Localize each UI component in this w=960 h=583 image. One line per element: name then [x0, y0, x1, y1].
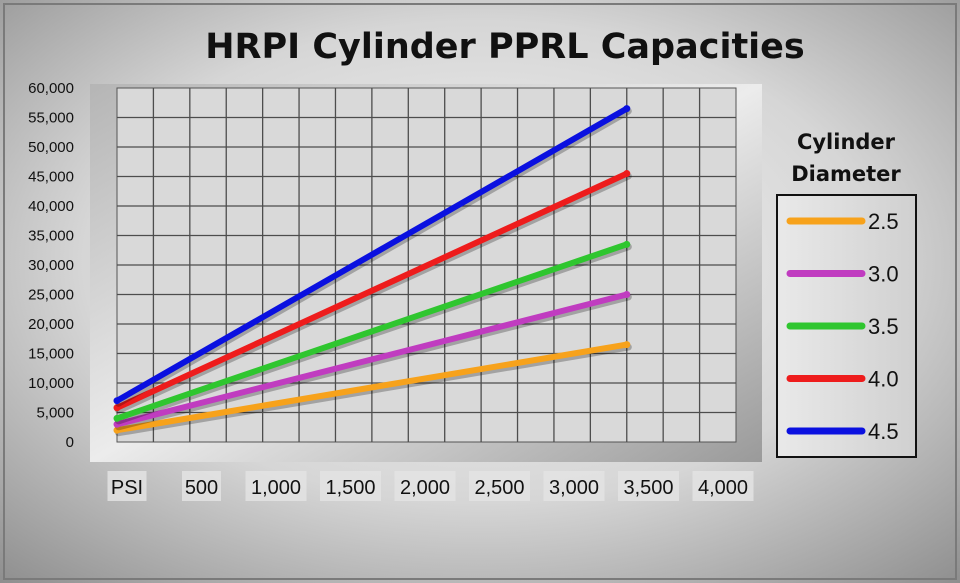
- chart-title: HRPI Cylinder PPRL Capacities: [205, 27, 805, 67]
- legend-label-4.0: 4.0: [868, 367, 899, 392]
- series-point-4.5: [623, 105, 631, 113]
- y-axis-ticks: 0 5,000 10,000 15,000 20,000 25,000 30,000 35,0…: [28, 80, 74, 451]
- x-tick-label: 3,500: [623, 477, 673, 499]
- y-tick-label: 55,000: [28, 110, 74, 127]
- series-line-4.0: [114, 170, 630, 411]
- series-point-2.5: [623, 341, 631, 349]
- y-tick-label: 5,000: [36, 405, 74, 422]
- x-tick-box: [618, 471, 679, 501]
- x-tick-box: [245, 471, 307, 501]
- y-tick-label: 60,000: [28, 80, 74, 97]
- legend-label-4.5: 4.5: [868, 419, 899, 444]
- legend-label-3.0: 3.0: [868, 262, 899, 287]
- x-tick-box: [320, 471, 381, 501]
- legend-label-2.5: 2.5: [868, 209, 899, 234]
- x-tick-box: [692, 471, 754, 501]
- x-tick-box: [107, 471, 147, 501]
- x-tick-box: [469, 471, 530, 501]
- x-tick-box: [543, 471, 605, 501]
- chart-border: [3, 3, 957, 580]
- y-tick-label: 45,000: [28, 169, 74, 186]
- y-tick-label: 40,000: [28, 198, 74, 215]
- series-point-4.0: [623, 170, 631, 178]
- y-tick-label: 20,000: [28, 316, 74, 333]
- y-tick-label: 25,000: [28, 287, 74, 304]
- series-point-3.5: [623, 240, 631, 248]
- series-point-4.0: [113, 404, 121, 412]
- series-point-4.5: [113, 397, 121, 405]
- y-tick-label: 50,000: [28, 139, 74, 156]
- y-tick-label: 0: [66, 434, 74, 451]
- y-tick-label: 15,000: [28, 346, 74, 363]
- legend-label-3.5: 3.5: [868, 314, 899, 339]
- x-tick-label: 1,000: [251, 477, 301, 499]
- x-tick-box: [182, 471, 221, 501]
- series-line-4.5: [114, 105, 630, 404]
- x-tick-label: PSI: [111, 477, 143, 499]
- y-tick-label: 35,000: [28, 228, 74, 245]
- x-tick-label: 500: [185, 477, 218, 499]
- series-line-2.5: [114, 341, 630, 434]
- legend-title-line-1: Cylinder: [797, 130, 896, 154]
- x-tick-label: 3,000: [549, 477, 599, 499]
- legend: 2.5 3.0 3.5 4.0 4.5: [776, 194, 917, 458]
- y-tick-label: 10,000: [28, 375, 74, 392]
- series-lines: [113, 105, 632, 437]
- series-line-3.5: [114, 241, 630, 422]
- x-tick-label: 4,000: [698, 477, 748, 499]
- series-point-3.0: [113, 420, 121, 428]
- x-tick-label: 2,500: [474, 477, 524, 499]
- series-line-3.0: [114, 291, 630, 428]
- x-tick-box: [394, 471, 456, 501]
- series-point-3.0: [623, 291, 631, 298]
- x-axis-ticks: PSI 500 1,000 1,500 2,000 2,500 3,000 3,500 4,00…: [107, 471, 754, 501]
- x-tick-label: 2,000: [400, 477, 450, 499]
- y-tick-label: 30,000: [28, 257, 74, 274]
- series-point-3.5: [113, 414, 121, 422]
- series-point-2.5: [113, 426, 121, 434]
- legend-title-line-2: Diameter: [791, 162, 901, 186]
- x-tick-label: 1,500: [325, 477, 375, 499]
